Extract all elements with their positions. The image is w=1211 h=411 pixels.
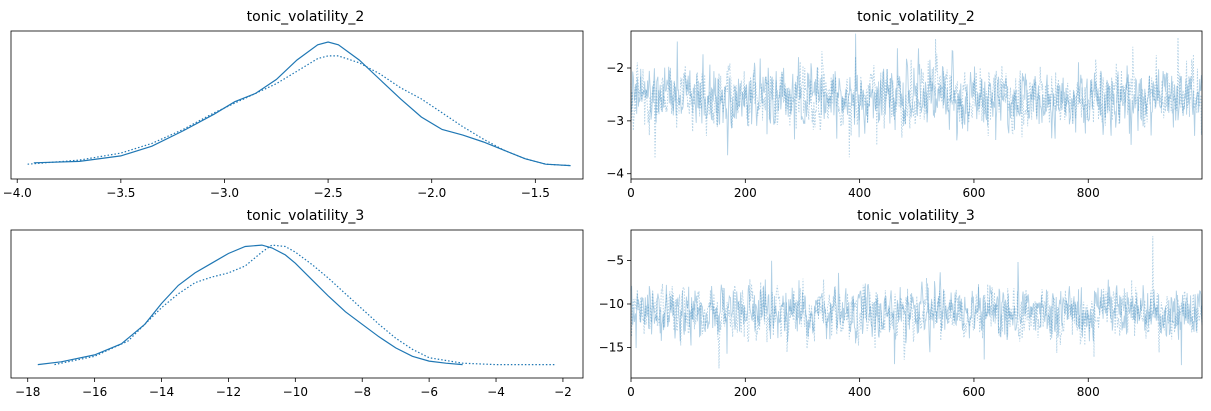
y-tick-label: −5 (606, 253, 624, 267)
y-axis: −4 −3 −2 (606, 61, 631, 181)
x-tick-label: 800 (1077, 186, 1100, 200)
kde-panel-tonic-volatility-2: tonic_volatility_2 −4.0 −3.5 −3.0 −2.5 −2.0−… (3, 9, 584, 200)
kde-line-dotted (54, 244, 557, 366)
axes-frame (630, 229, 1203, 379)
panel-title: tonic_volatility_3 (247, 208, 365, 224)
x-tick-label: −8 (353, 385, 371, 399)
y-tick-label: −10 (599, 297, 624, 311)
trace-panel-tonic-volatility-2: tonic_volatility_2 0 200 400 600 800 −4 −3 −2 (606, 9, 1203, 200)
x-tick-label: 0 (627, 186, 635, 200)
x-tick-label: −10 (283, 385, 308, 399)
y-axis: −15 −10 −5 (599, 253, 631, 355)
x-tick-label: 600 (962, 186, 985, 200)
panel-title: tonic_volatility_3 (857, 208, 975, 224)
x-axis: −4.0 −3.5 −3.0 −2.5 −2.0 −1.5 (3, 179, 550, 200)
plot-area (27, 41, 571, 167)
trace-line-chain-2 (630, 236, 1203, 369)
panel-title: tonic_volatility_2 (247, 9, 365, 25)
kde-line-solid (37, 244, 463, 366)
x-tick-label: −14 (149, 385, 174, 399)
y-tick-label: −4 (606, 167, 624, 181)
x-tick-label: −18 (15, 385, 40, 399)
x-tick-label: 400 (848, 186, 871, 200)
x-axis: −18 −16 −14 −12 −10 −8 −6 −4 −2 (15, 378, 572, 399)
x-tick-label: −3.0 (210, 186, 239, 200)
kde-line-dotted (27, 55, 571, 167)
x-tick-label: 0 (627, 385, 635, 399)
plot-area (630, 236, 1203, 369)
kde-panel-tonic-volatility-3: tonic_volatility_3 −18 −16 −14 −12 −10 −8 −6 −4… (10, 208, 584, 399)
x-tick-label: −16 (82, 385, 107, 399)
x-tick-label: 200 (734, 385, 757, 399)
kde-line-solid (33, 41, 571, 167)
x-tick-label: −4.0 (3, 186, 32, 200)
plot-area (630, 33, 1203, 159)
x-axis: 0 200 400 600 800 (627, 378, 1100, 399)
x-tick-label: −2 (554, 385, 572, 399)
x-tick-label: −2.5 (314, 186, 343, 200)
axes-frame (630, 30, 1203, 180)
x-tick-label: −12 (216, 385, 241, 399)
x-tick-label: −2.0 (417, 186, 446, 200)
trace-line-chain-2 (630, 37, 1203, 159)
x-axis: 0 200 400 600 800 (627, 179, 1100, 200)
x-tick-label: 800 (1077, 385, 1100, 399)
trace-line-chain-1 (630, 260, 1203, 366)
plot-area (37, 244, 557, 366)
x-tick-label: 400 (848, 385, 871, 399)
trace-line-chain-1 (630, 33, 1203, 156)
x-tick-label: −3.5 (106, 186, 135, 200)
y-tick-label: −15 (599, 341, 624, 355)
axes-frame (10, 229, 584, 379)
trace-panel-tonic-volatility-3: tonic_volatility_3 0 200 400 600 800 −15−10−… (599, 208, 1203, 399)
panel-title: tonic_volatility_2 (857, 9, 975, 25)
x-tick-label: 600 (962, 385, 985, 399)
x-tick-label: −6 (420, 385, 438, 399)
x-tick-label: −1.5 (521, 186, 550, 200)
axes-frame (10, 30, 584, 180)
x-tick-label: −4 (487, 385, 505, 399)
x-tick-label: 200 (734, 186, 757, 200)
y-tick-label: −3 (606, 114, 624, 128)
y-tick-label: −2 (606, 61, 624, 75)
